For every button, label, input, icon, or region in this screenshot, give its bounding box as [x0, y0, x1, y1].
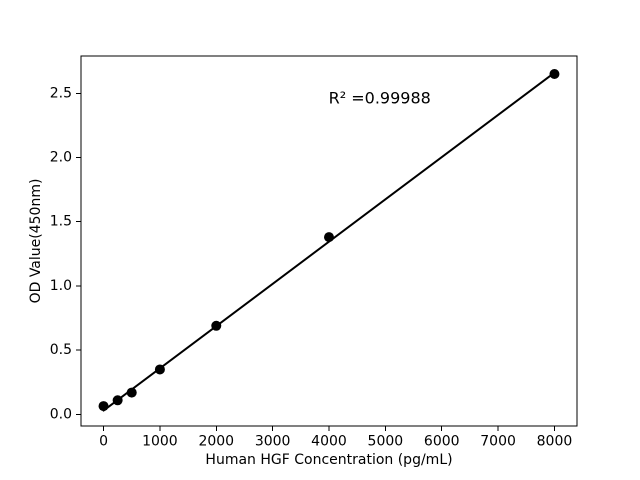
- x-tick-label: 4000: [311, 434, 347, 450]
- x-tick-label: 5000: [368, 434, 404, 450]
- data-point: [549, 68, 560, 79]
- data-point: [98, 401, 109, 412]
- x-axis-label: Human HGF Concentration (pg/mL): [205, 452, 453, 468]
- y-tick-label: 0.5: [50, 342, 72, 358]
- y-axis-label: OD Value(450nm): [28, 178, 44, 304]
- data-point: [154, 364, 165, 375]
- y-tick-label: 0.0: [50, 406, 72, 422]
- x-tick-label: 1000: [142, 434, 178, 450]
- x-tick-label: 6000: [424, 434, 460, 450]
- x-tick-label: 7000: [480, 434, 516, 450]
- y-tick-label: 2.5: [50, 85, 72, 101]
- data-point: [112, 395, 123, 406]
- data-point: [324, 232, 334, 243]
- data-point: [211, 320, 222, 331]
- y-tick-label: 2.0: [50, 149, 72, 165]
- y-tick-label: 1.5: [50, 214, 72, 230]
- x-tick-label: 0: [99, 434, 108, 450]
- r-squared-annotation: R² =0.99988: [328, 88, 431, 108]
- y-tick-label: 1.0: [50, 278, 72, 294]
- x-tick-label: 8000: [537, 434, 573, 450]
- data-point: [126, 387, 137, 398]
- x-tick-label: 3000: [255, 434, 291, 450]
- x-tick-label: 2000: [198, 434, 234, 450]
